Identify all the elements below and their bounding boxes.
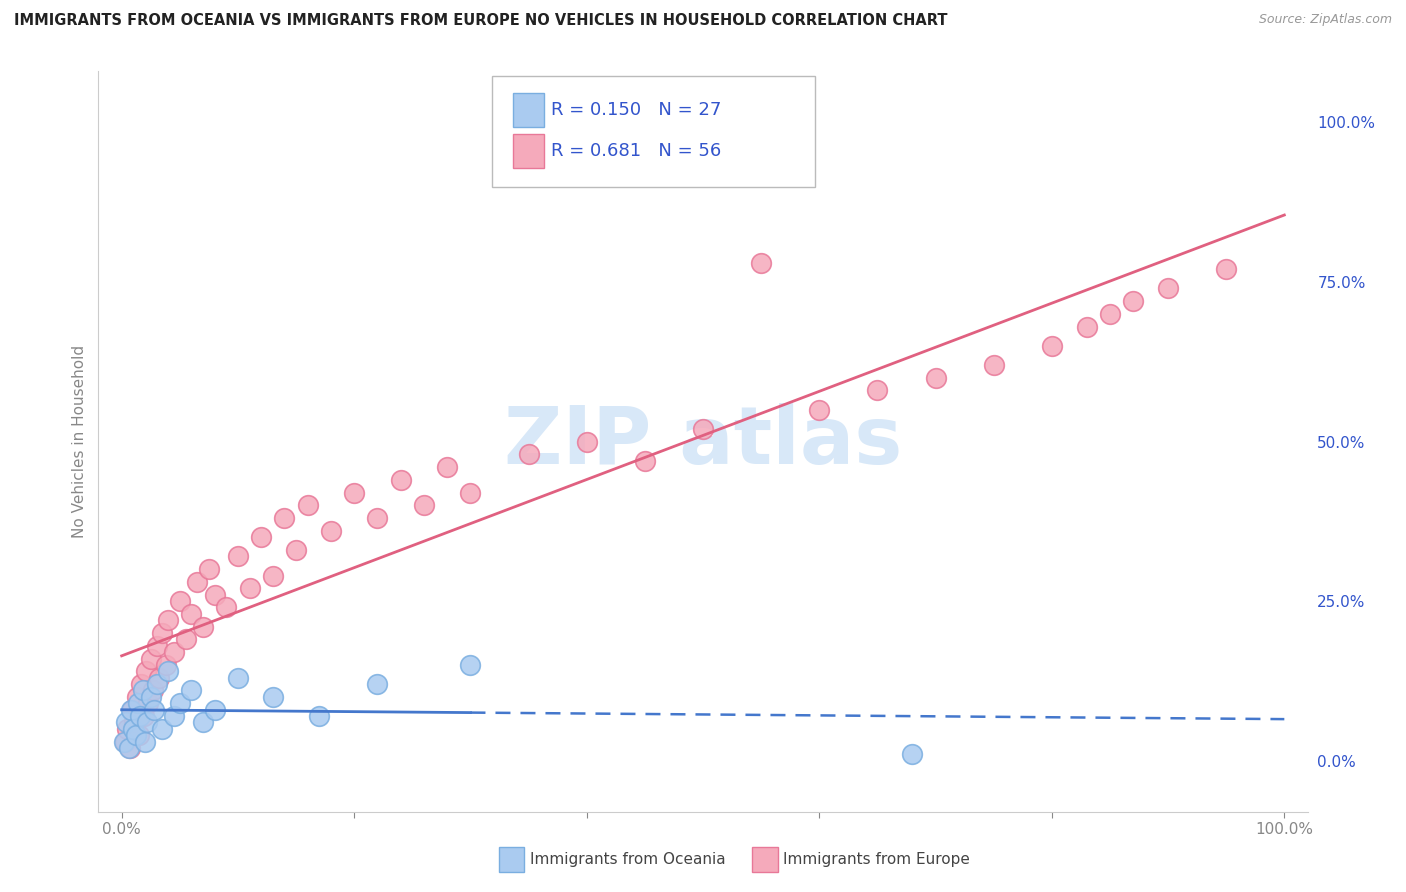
Point xyxy=(128,728,150,742)
Point xyxy=(135,665,157,679)
Point xyxy=(169,594,191,608)
Point xyxy=(157,613,180,627)
Point xyxy=(204,588,226,602)
Point xyxy=(1215,262,1237,277)
Point xyxy=(138,696,160,710)
Point xyxy=(163,709,186,723)
Point xyxy=(204,703,226,717)
Point xyxy=(169,696,191,710)
Point xyxy=(120,703,142,717)
Point xyxy=(145,677,167,691)
Point xyxy=(262,568,284,582)
Point xyxy=(155,657,177,672)
Point xyxy=(112,734,135,748)
Point xyxy=(139,690,162,704)
Point xyxy=(319,524,342,538)
Point xyxy=(215,600,238,615)
Point xyxy=(131,683,153,698)
Text: R = 0.150   N = 27: R = 0.150 N = 27 xyxy=(551,101,721,119)
Point xyxy=(634,453,657,467)
Point xyxy=(413,499,436,513)
Point xyxy=(180,683,202,698)
Point xyxy=(749,256,772,270)
Point xyxy=(125,690,148,704)
Point xyxy=(692,422,714,436)
Point xyxy=(389,473,412,487)
Point xyxy=(226,671,249,685)
Point xyxy=(127,696,149,710)
Point xyxy=(143,703,166,717)
Point xyxy=(174,632,197,647)
Point xyxy=(1098,307,1121,321)
Point xyxy=(132,709,155,723)
Point xyxy=(866,384,889,398)
Text: R = 0.681   N = 56: R = 0.681 N = 56 xyxy=(551,142,721,160)
Point xyxy=(901,747,924,762)
Point xyxy=(436,460,458,475)
Point xyxy=(148,671,170,685)
Point xyxy=(226,549,249,564)
Point xyxy=(115,715,138,730)
Point xyxy=(366,511,388,525)
Point xyxy=(239,582,262,596)
Point xyxy=(118,740,141,755)
Point xyxy=(157,665,180,679)
Point xyxy=(808,402,831,417)
Y-axis label: No Vehicles in Household: No Vehicles in Household xyxy=(72,345,87,538)
Point xyxy=(297,499,319,513)
Point xyxy=(139,651,162,665)
Point xyxy=(1076,319,1098,334)
Point xyxy=(191,715,214,730)
Point xyxy=(124,728,146,742)
Point xyxy=(129,709,152,723)
Point xyxy=(1040,339,1063,353)
Point xyxy=(983,358,1005,372)
Point xyxy=(186,574,208,589)
Point xyxy=(150,722,173,736)
Point xyxy=(1157,281,1180,295)
Point xyxy=(460,485,482,500)
Point xyxy=(121,703,143,717)
Point xyxy=(308,709,330,723)
Point xyxy=(142,683,165,698)
Point xyxy=(136,715,159,730)
Point xyxy=(134,734,156,748)
Text: Source: ZipAtlas.com: Source: ZipAtlas.com xyxy=(1258,13,1392,27)
Point xyxy=(273,511,295,525)
Point xyxy=(198,562,221,576)
Text: Immigrants from Oceania: Immigrants from Oceania xyxy=(530,853,725,867)
Point xyxy=(575,434,598,449)
Point xyxy=(517,447,540,461)
Text: ZIP atlas: ZIP atlas xyxy=(503,402,903,481)
Point xyxy=(924,370,946,384)
Point xyxy=(118,740,141,755)
Point xyxy=(191,619,214,633)
Text: Immigrants from Europe: Immigrants from Europe xyxy=(783,853,970,867)
Point xyxy=(145,639,167,653)
Text: IMMIGRANTS FROM OCEANIA VS IMMIGRANTS FROM EUROPE NO VEHICLES IN HOUSEHOLD CORRE: IMMIGRANTS FROM OCEANIA VS IMMIGRANTS FR… xyxy=(14,13,948,29)
Point xyxy=(150,626,173,640)
Point xyxy=(163,645,186,659)
Point xyxy=(114,734,136,748)
Point xyxy=(180,607,202,621)
Point xyxy=(122,722,145,736)
Point xyxy=(131,677,153,691)
Point xyxy=(117,722,139,736)
Point xyxy=(124,715,146,730)
Point xyxy=(262,690,284,704)
Point xyxy=(1122,294,1144,309)
Point xyxy=(343,485,366,500)
Point xyxy=(285,543,308,558)
Point xyxy=(366,677,388,691)
Point xyxy=(460,657,482,672)
Point xyxy=(250,530,273,544)
